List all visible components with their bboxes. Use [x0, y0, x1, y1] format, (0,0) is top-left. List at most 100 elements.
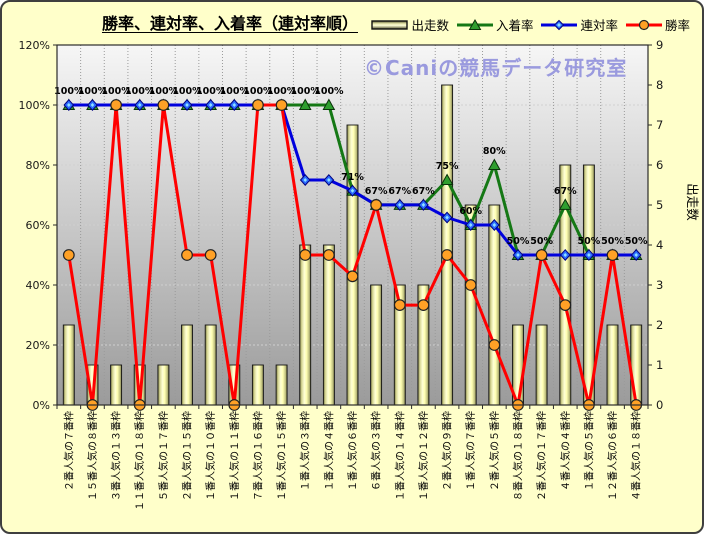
- point-win-rate: [204, 249, 217, 261]
- bar-starts: [370, 284, 383, 406]
- left-axis-tick-label: 120%: [19, 39, 50, 52]
- point-win-rate: [464, 279, 477, 291]
- data-label-place-rate: 71%: [341, 172, 364, 183]
- left-axis-tick-label: 20%: [26, 339, 50, 352]
- data-label-place-rate: 100%: [149, 86, 179, 97]
- bar-starts: [251, 364, 264, 406]
- point-win-rate: [559, 299, 572, 312]
- category-label: ７番人気の１６番枠: [251, 411, 264, 501]
- category-label: １番人気の１２番枠: [417, 411, 430, 501]
- bar-starts: [157, 364, 170, 406]
- point-highlight: [350, 188, 355, 193]
- point-win-rate: [393, 299, 406, 312]
- bar-starts: [535, 324, 548, 406]
- category-label: ３番人気の１３番枠: [110, 411, 123, 501]
- left-axis-tick-label: 60%: [26, 219, 50, 232]
- bar-starts: [275, 364, 288, 406]
- data-label-place-rate: 67%: [412, 186, 435, 197]
- bar-starts: [464, 204, 477, 406]
- category-label: １番人気の６番枠: [346, 411, 359, 491]
- bar-starts: [322, 244, 335, 406]
- point-place-rate: [322, 98, 336, 110]
- point-win-rate: [299, 249, 312, 261]
- point-place-rate: [558, 198, 572, 210]
- chart-title: 勝率、連対率、入着率（連対率順）: [101, 14, 358, 33]
- category-label: １番人気の３番枠: [299, 411, 312, 491]
- bar-starts: [441, 84, 454, 406]
- diamond-swatch-icon: [541, 19, 578, 30]
- category-label: ８番人気の１８番枠: [512, 411, 525, 501]
- data-label-place-rate: 100%: [196, 86, 226, 97]
- bar-swatch-icon: [371, 19, 409, 30]
- right-axis-tick-label: 1: [656, 358, 663, 372]
- point-highlight: [137, 103, 142, 107]
- right-axis-tick-label: 6: [656, 158, 663, 172]
- right-axis-tick-label: 4: [656, 238, 663, 252]
- category-label: ２番人気の１５番枠: [181, 411, 194, 501]
- left-axis-tick-label: 40%: [26, 279, 50, 292]
- data-label-place-rate: 50%: [625, 236, 648, 247]
- point-win-rate: [441, 249, 453, 261]
- plot-border: [56, 44, 649, 406]
- category-label: １５番人気の８番枠: [86, 411, 99, 501]
- data-label-place-rate: 67%: [365, 186, 388, 197]
- data-label-place-rate: 100%: [101, 86, 131, 97]
- category-label: ６番人気の３番枠: [370, 411, 383, 491]
- category-label: １番人気の１０番枠: [204, 411, 217, 501]
- legend-label: 入着率: [495, 18, 534, 33]
- category-label: １番人気の７番枠: [464, 411, 477, 491]
- point-win-rate: [62, 249, 75, 261]
- point-highlight: [208, 103, 213, 107]
- bar-starts: [488, 204, 501, 406]
- point-highlight: [421, 202, 426, 207]
- category-label: １番人気の１４番枠: [393, 411, 406, 501]
- point-win-rate: [606, 249, 619, 261]
- data-label-place-rate: 50%: [601, 236, 624, 247]
- point-win-rate: [252, 99, 264, 111]
- category-label: ２番人気の９番枠: [441, 411, 454, 491]
- legend-label: 連対率: [580, 18, 618, 33]
- left-axis-tick-label: 0%: [33, 399, 50, 412]
- data-label-place-rate: 100%: [172, 86, 202, 97]
- category-label: ５番人気の１７番枠: [157, 411, 170, 501]
- point-win-rate: [275, 99, 288, 111]
- legend-item-1: 入着率: [456, 15, 534, 34]
- right-axis-tick-label: 9: [656, 38, 663, 52]
- data-label-place-rate: 100%: [243, 86, 273, 97]
- point-highlight: [185, 103, 189, 107]
- point-highlight: [67, 103, 71, 107]
- category-label: １番人気の１１番枠: [228, 411, 241, 501]
- bar-starts: [181, 324, 193, 406]
- legend-item-0: 出走数: [371, 15, 449, 34]
- legend-label: 出走数: [411, 18, 449, 33]
- data-label-place-rate: 50%: [530, 236, 553, 247]
- data-label-place-rate: 60%: [459, 206, 482, 217]
- point-highlight: [516, 253, 520, 257]
- category-label: ２番人気の５番枠: [488, 411, 501, 491]
- point-place-rate: [440, 173, 454, 185]
- data-label-place-rate: 100%: [220, 86, 250, 97]
- circle-swatch-icon: [625, 19, 662, 30]
- category-label: ２番人気の１７番枠: [535, 411, 548, 501]
- point-highlight: [303, 178, 308, 182]
- legend-item-2: 連対率: [540, 15, 618, 34]
- data-label-place-rate: 100%: [54, 86, 84, 97]
- data-label-place-rate: 100%: [78, 86, 108, 97]
- point-win-rate: [110, 99, 122, 111]
- point-win-rate: [535, 249, 548, 261]
- left-axis-tick-label: 80%: [26, 159, 50, 172]
- bar-starts: [299, 244, 312, 406]
- point-highlight: [563, 253, 568, 257]
- left-axis-tick-label: 100%: [19, 99, 50, 112]
- point-place-rate: [298, 98, 312, 110]
- point-highlight: [90, 103, 95, 107]
- category-label: １番人気の４番枠: [322, 411, 335, 491]
- data-label-place-rate: 50%: [578, 236, 601, 247]
- point-highlight: [492, 223, 497, 227]
- data-label-place-rate: 67%: [554, 186, 577, 197]
- data-label-place-rate: 50%: [507, 236, 530, 247]
- point-win-rate: [417, 299, 430, 312]
- right-axis-tick-label: 2: [656, 318, 663, 332]
- point-highlight: [587, 253, 591, 257]
